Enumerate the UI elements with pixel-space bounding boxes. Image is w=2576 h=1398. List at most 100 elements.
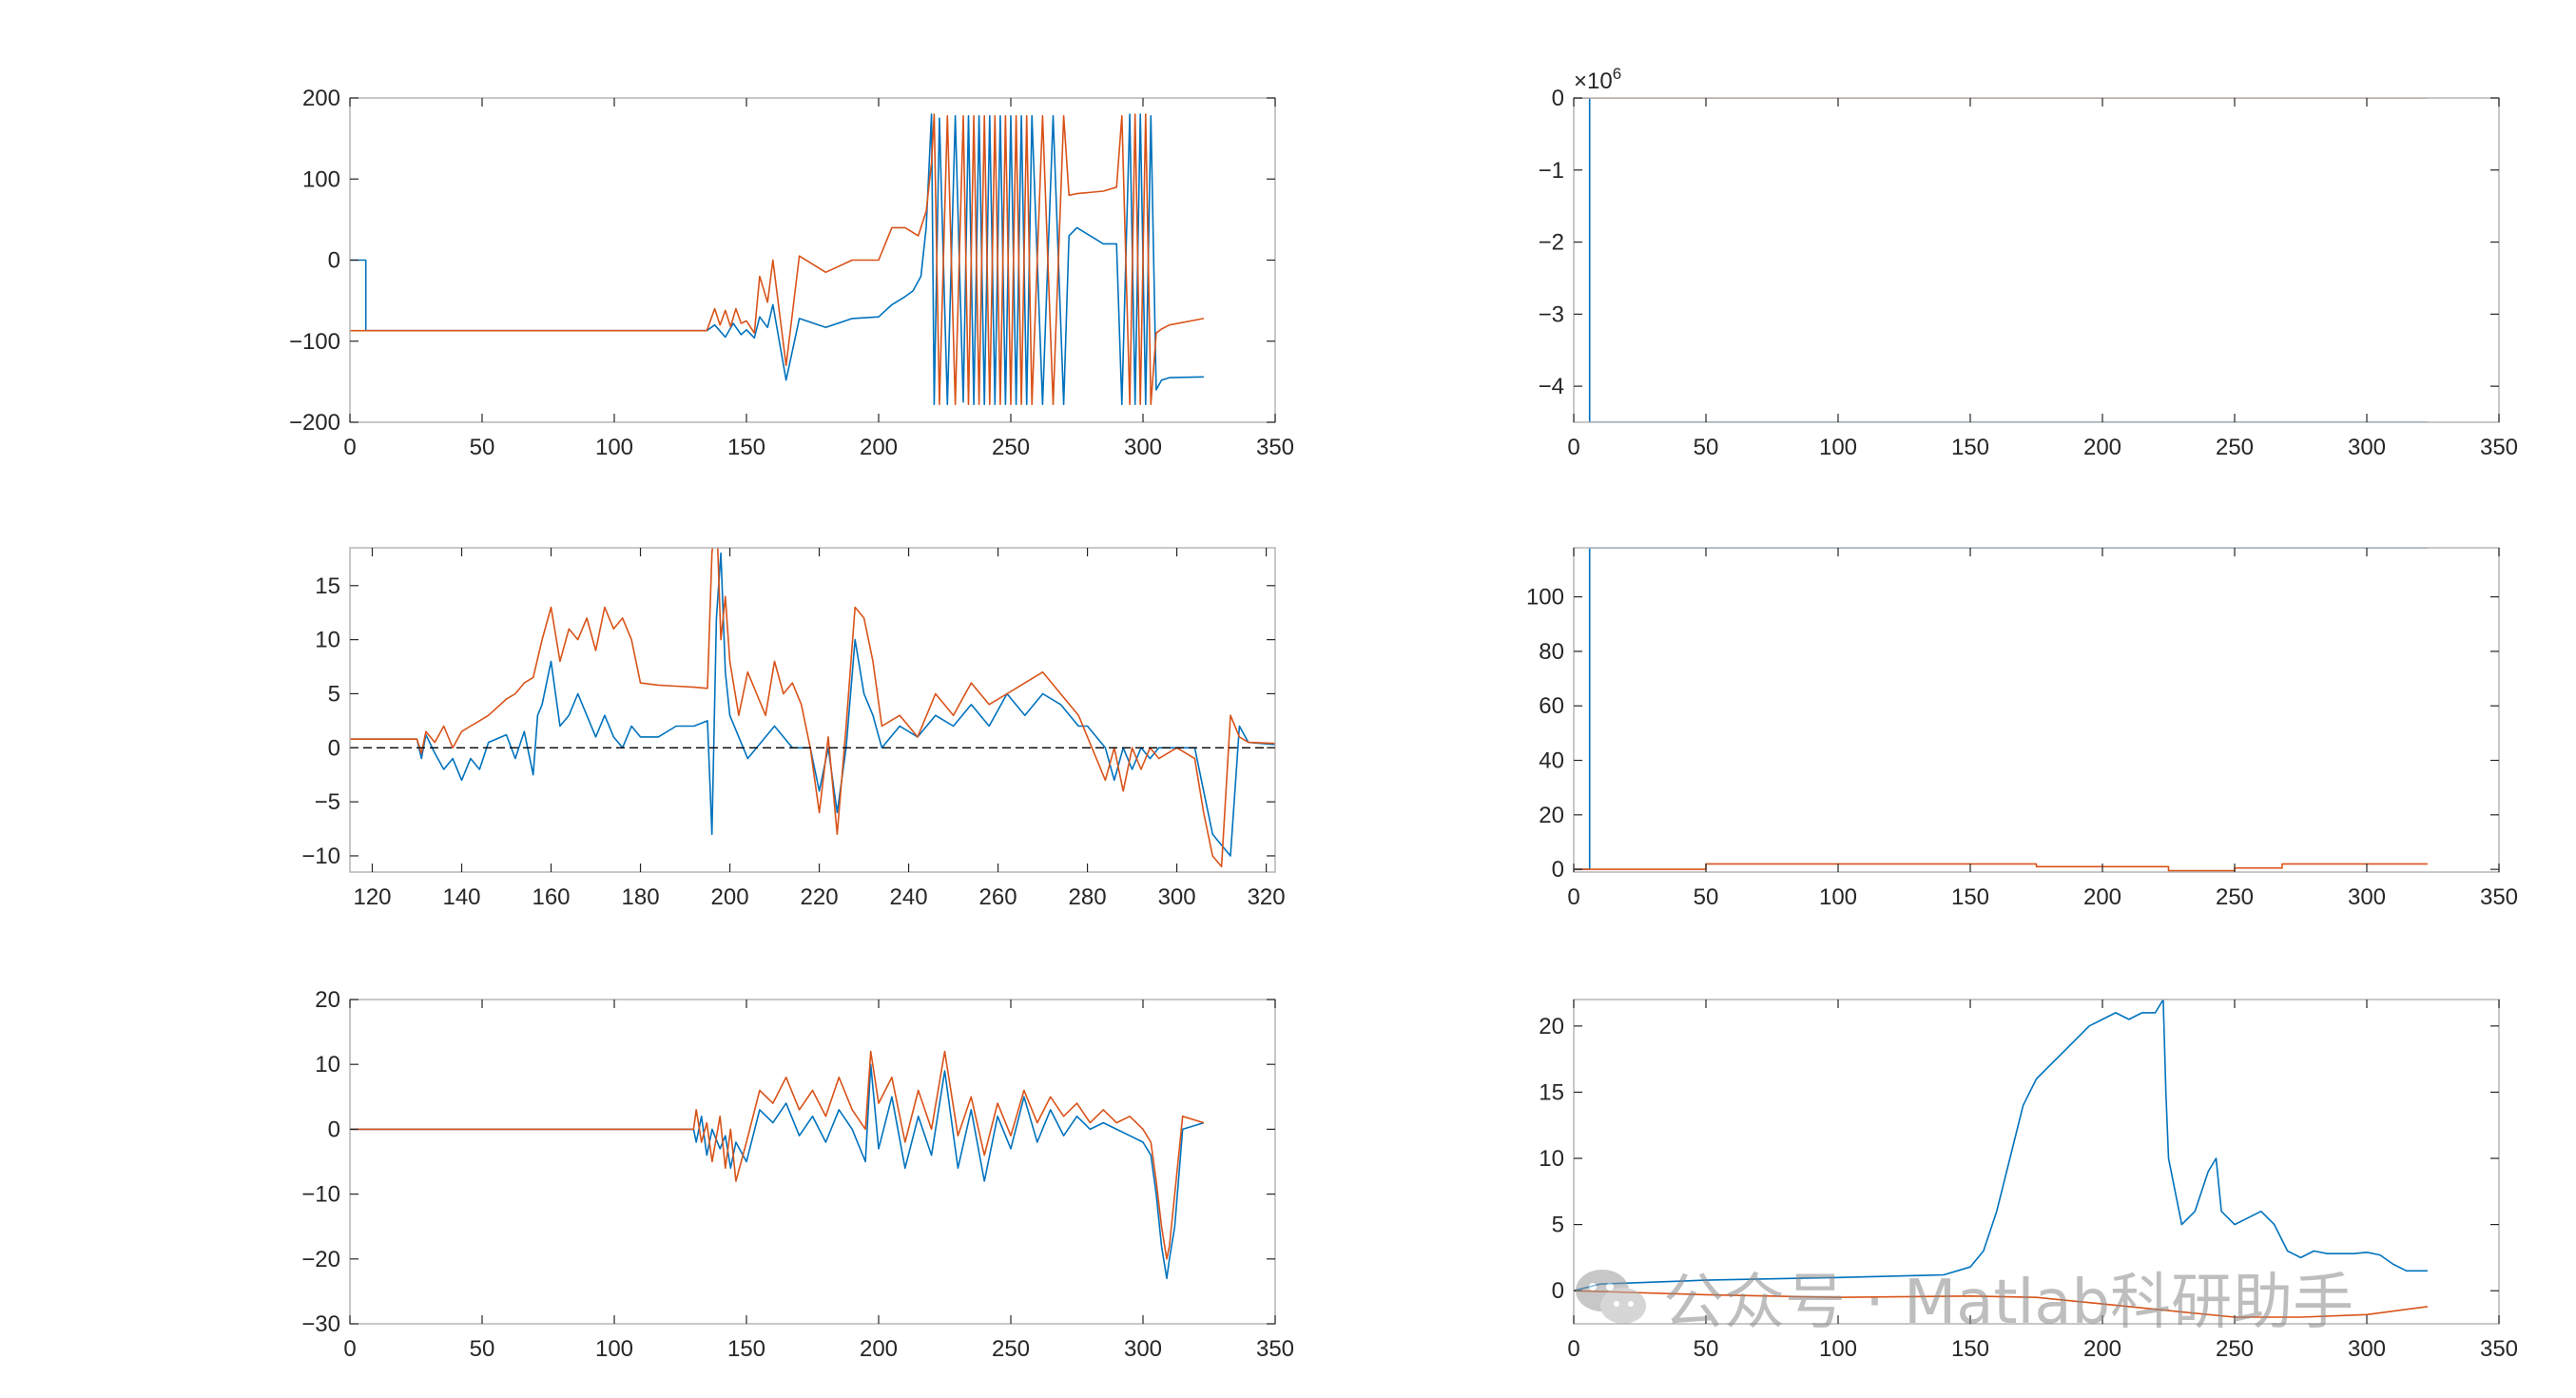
y-tick-label: 20 xyxy=(1539,803,1564,828)
y-tick-label: −30 xyxy=(301,1311,340,1337)
x-tick-label: 300 xyxy=(1124,435,1162,460)
x-tick-label: 300 xyxy=(1158,884,1196,910)
y-tick-label: 10 xyxy=(315,628,340,653)
y-tick-label: 60 xyxy=(1539,693,1564,719)
x-tick-label: 200 xyxy=(711,884,749,910)
y-tick-label: 10 xyxy=(1539,1146,1564,1172)
wechat-icon xyxy=(1576,1270,1646,1324)
y-tick-label: −200 xyxy=(289,410,340,436)
x-tick-label: 140 xyxy=(442,884,480,910)
y-tick-label: −10 xyxy=(301,844,340,869)
axes-bottom-left: 0 50 100 150 200 250 300 350 −30 −20 −10 0 10 20 xyxy=(301,987,1294,1362)
x-tick-label: 350 xyxy=(2480,435,2518,460)
y-tick-label: 5 xyxy=(1552,1213,1564,1238)
x-tick-label: 350 xyxy=(1256,435,1294,460)
x-tick-label: 350 xyxy=(2480,884,2518,910)
watermark-text: 公众号 · Matlab科研助手 xyxy=(1663,1268,2354,1338)
x-tick-label: 200 xyxy=(2083,884,2121,910)
x-tick-label: 300 xyxy=(1124,1336,1162,1362)
x-tick-label: 0 xyxy=(1567,1336,1579,1362)
x-tick-label: 250 xyxy=(2216,435,2254,460)
y-tick-label: −2 xyxy=(1539,230,1564,256)
x-tick-label: 50 xyxy=(470,435,495,460)
x-tick-label: 300 xyxy=(2348,435,2386,460)
x-tick-label: 50 xyxy=(1694,435,1719,460)
y-tick-label: −5 xyxy=(315,789,340,815)
x-tick-label: 250 xyxy=(992,1336,1030,1362)
x-tick-label: 100 xyxy=(1819,884,1857,910)
x-tick-label: 300 xyxy=(2348,884,2386,910)
x-tick-label: 180 xyxy=(622,884,660,910)
y-tick-label: −4 xyxy=(1539,374,1564,399)
series-line-2 xyxy=(350,1050,1205,1260)
x-tick-label: 200 xyxy=(2083,1336,2121,1362)
y-tick-label: 40 xyxy=(1539,748,1564,774)
y-tick-label: 10 xyxy=(315,1052,340,1078)
x-tick-label: 50 xyxy=(470,1336,495,1362)
x-tick-label: 240 xyxy=(890,884,928,910)
x-tick-label: 100 xyxy=(1819,435,1857,460)
y-tick-label: 0 xyxy=(328,248,340,274)
x-tick-label: 160 xyxy=(532,884,570,910)
y-tick-label: 0 xyxy=(1552,857,1564,883)
x-tick-label: 150 xyxy=(1951,1336,1989,1362)
x-tick-label: 250 xyxy=(2216,1336,2254,1362)
series-line-2 xyxy=(350,548,1275,868)
x-tick-label: 260 xyxy=(979,884,1017,910)
x-tick-label: 150 xyxy=(1951,435,1989,460)
series-line-1 xyxy=(350,1063,1205,1280)
y-tick-label: 0 xyxy=(328,1116,340,1142)
axes-frame xyxy=(349,547,1276,873)
x-tick-label: 220 xyxy=(801,884,839,910)
x-tick-label: 50 xyxy=(1694,884,1719,910)
x-tick-label: 100 xyxy=(595,435,633,460)
y-tick-label: −100 xyxy=(289,329,340,355)
y-tick-label: −1 xyxy=(1539,158,1564,184)
y-tick-label: 0 xyxy=(1552,86,1564,111)
x-tick-label: 200 xyxy=(860,435,898,460)
y-tick-label: 15 xyxy=(315,573,340,599)
x-tick-label: 0 xyxy=(1567,884,1579,910)
y-tick-label: 20 xyxy=(1539,1014,1564,1039)
x-tick-label: 320 xyxy=(1248,884,1286,910)
x-tick-label: 350 xyxy=(2480,1336,2518,1362)
axes-bottom-right: 0 50 100 150 200 250 300 350 0 5 10 15 20 xyxy=(1539,999,2518,1362)
watermark: 公众号 · Matlab科研助手 xyxy=(1574,1253,2353,1341)
x-tick-label: 150 xyxy=(727,435,765,460)
x-tick-label: 150 xyxy=(727,1336,765,1362)
y-tick-label: −20 xyxy=(301,1247,340,1272)
axes-top-left: 0 50 100 150 200 250 300 350 −200 −100 0 100 200 xyxy=(289,86,1294,460)
plot-area xyxy=(350,548,1275,868)
y-tick-label: 100 xyxy=(302,166,340,192)
series-line-1 xyxy=(1574,98,2428,422)
y-tick-label: −3 xyxy=(1539,301,1564,327)
y-tick-label: 20 xyxy=(315,987,340,1013)
plot-area xyxy=(1574,1000,2429,1318)
x-tick-label: 0 xyxy=(343,1336,356,1362)
axes-top-right: 0 50 100 150 200 250 300 350 −4 −3 −2 −1 0 ×106 xyxy=(1539,65,2518,460)
x-tick-label: 280 xyxy=(1069,884,1107,910)
y-tick-label: 0 xyxy=(1552,1278,1564,1304)
axes-middle-right: 0 50 100 150 200 250 300 350 0 20 40 60 80 100 xyxy=(1526,547,2518,910)
x-tick-label: 350 xyxy=(1256,1336,1294,1362)
plot-area xyxy=(350,1050,1205,1280)
axes-frame xyxy=(1573,97,2500,423)
y-tick-label: −10 xyxy=(301,1182,340,1208)
series-line-2 xyxy=(1574,1290,2429,1318)
y-tick-label: 15 xyxy=(1539,1079,1564,1105)
y-tick-label: 0 xyxy=(328,735,340,761)
plot-area xyxy=(350,113,1205,406)
axes-middle-left: 120 140 160 180 200 220 240 260 280 300 320 −10 −5 0 5… xyxy=(301,547,1286,910)
axes-frame xyxy=(1573,999,2500,1325)
axes-frame xyxy=(349,999,1276,1325)
x-tick-label: 200 xyxy=(2083,435,2121,460)
axes-frame xyxy=(1573,547,2500,873)
x-tick-label: 100 xyxy=(1819,1336,1857,1362)
x-tick-label: 50 xyxy=(1694,1336,1719,1362)
x-tick-label: 250 xyxy=(992,435,1030,460)
y-tick-label: 80 xyxy=(1539,639,1564,665)
x-tick-label: 120 xyxy=(353,884,391,910)
x-tick-label: 250 xyxy=(2216,884,2254,910)
y-tick-label: 200 xyxy=(302,86,340,111)
